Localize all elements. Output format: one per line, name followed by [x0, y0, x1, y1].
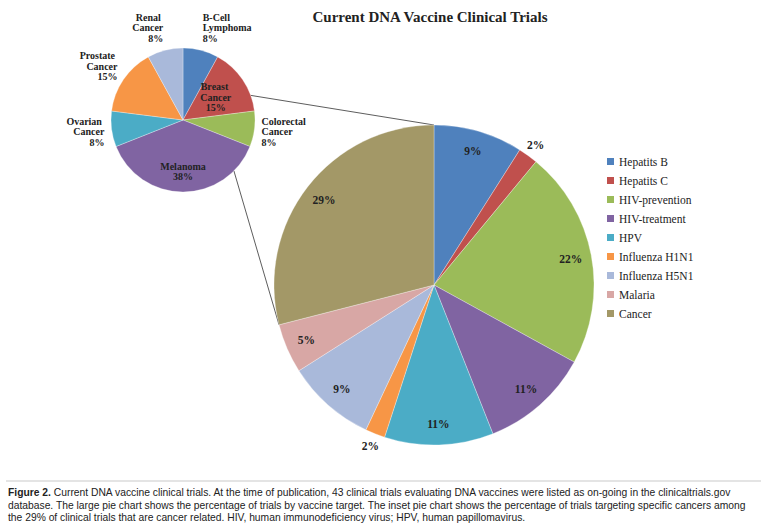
- legend-swatch: [607, 272, 614, 279]
- data-label: 15%: [206, 102, 226, 113]
- pie-slice: [274, 125, 434, 325]
- data-label: 9%: [333, 383, 350, 395]
- separator: [6, 481, 761, 482]
- caption-space: [51, 487, 54, 498]
- data-label: 15%: [97, 71, 117, 82]
- legend-swatch: [607, 253, 614, 260]
- caption-label: Figure 2.: [8, 487, 51, 498]
- category-label: B-Cell Lymphoma: [203, 12, 252, 34]
- data-label: 2%: [527, 139, 544, 151]
- data-label: 2%: [362, 440, 379, 452]
- connector-line: [234, 171, 279, 325]
- figure: 9% 2% 22% 11% 11% 2% 9% 5% 29% Current DNA Vaccin…: [0, 0, 767, 529]
- data-label: 8%: [148, 33, 163, 44]
- legend: Hepatits B Hepatits C HIV-prevention HIV-tr…: [607, 156, 694, 320]
- legend-swatch: [607, 177, 614, 184]
- legend-swatch: [607, 234, 614, 241]
- legend-label: HIV-prevention: [619, 194, 692, 207]
- data-label: 11%: [515, 383, 537, 395]
- legend-label: HPV: [619, 232, 643, 244]
- category-label: Breast Cancer: [200, 81, 232, 103]
- data-label: 5%: [298, 334, 315, 346]
- connectors: [234, 95, 434, 324]
- chart-title: Current DNA Vaccine Clinical Trials: [312, 9, 547, 25]
- legend-swatch: [607, 310, 614, 317]
- legend-swatch: [607, 291, 614, 298]
- category-label: Colorectal Cancer: [262, 116, 309, 137]
- data-label: 8%: [89, 137, 104, 148]
- legend-swatch: [607, 196, 614, 203]
- data-label: 8%: [262, 137, 277, 148]
- chart-area: 9% 2% 22% 11% 11% 2% 9% 5% 29% Current DNA Vaccin…: [0, 0, 767, 482]
- pie: 9% 2% 22% 11% 11% 2% 9% 5% 29%: [274, 125, 594, 452]
- category-label: Prostate Cancer: [80, 50, 118, 72]
- data-label: 22%: [559, 253, 582, 265]
- category-label: Ovarian Cancer: [66, 116, 105, 137]
- legend-swatch: [607, 158, 614, 165]
- caption-text: Current DNA vaccine clinical trials. At …: [8, 487, 745, 523]
- data-label: 11%: [427, 418, 449, 430]
- legend-label: Hepatits C: [619, 175, 668, 188]
- legend-label: Cancer: [619, 308, 652, 320]
- legend-label: Influenza H5N1: [619, 270, 694, 282]
- pie-slice: [183, 57, 254, 120]
- legend-label: HIV-treatment: [619, 213, 686, 225]
- legend-label: Malaria: [619, 289, 655, 301]
- legend-swatch: [607, 215, 614, 222]
- legend-label: Influenza H1N1: [619, 251, 694, 263]
- data-label: 29%: [313, 194, 336, 206]
- data-label: 38%: [173, 171, 193, 182]
- category-label: Melanoma: [160, 161, 206, 172]
- category-label: Renal Cancer: [132, 12, 164, 34]
- pie: B-Cell Lymphoma8%Breast Cancer15%Colorec…: [66, 12, 308, 192]
- data-label: 8%: [203, 33, 218, 44]
- data-label: 9%: [464, 145, 481, 157]
- legend-label: Hepatits B: [619, 156, 668, 169]
- pie-slice: [148, 48, 183, 120]
- caption: Figure 2. Current DNA vaccine clinical t…: [8, 487, 760, 525]
